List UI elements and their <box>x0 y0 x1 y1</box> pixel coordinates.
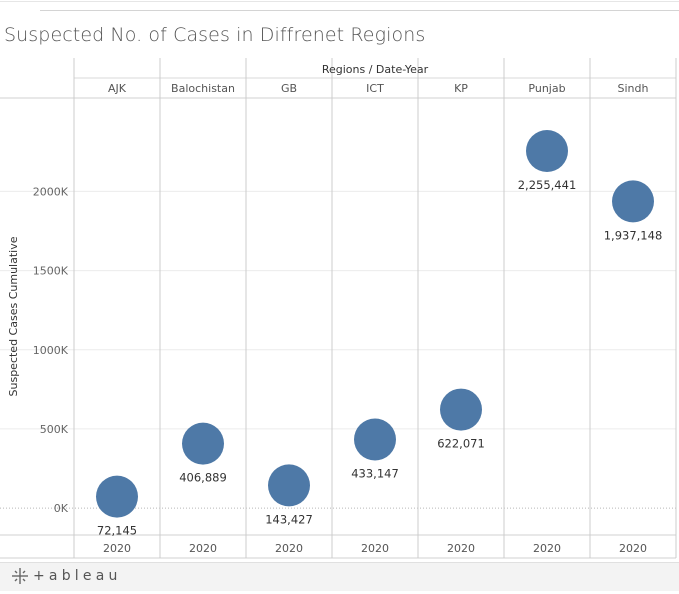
data-label: 72,145 <box>97 524 137 538</box>
y-tick-label: 0K <box>54 502 69 515</box>
data-point-punjab[interactable] <box>526 129 568 172</box>
region-header-kp[interactable]: KP <box>454 82 468 95</box>
y-tick-label: 500K <box>40 423 69 436</box>
tableau-logo[interactable]: +ableau <box>11 567 122 585</box>
data-point-ajk[interactable] <box>96 475 138 518</box>
y-tick-label: 2000K <box>33 185 69 198</box>
chart-area[interactable]: 0K 500K 1000K 1500K 2000K Regions / Date-Year… <box>0 0 679 562</box>
tableau-wordmark: +ableau <box>33 568 122 584</box>
region-header-gb[interactable]: GB <box>281 82 297 95</box>
data-label: 1,937,148 <box>604 228 663 242</box>
chart-title: Suspected No. of Cases in Diffrenet Regi… <box>4 24 426 46</box>
data-point-balochistan[interactable] <box>182 422 224 465</box>
region-header-ajk[interactable]: AJK <box>108 82 127 95</box>
y-tick-label: 1000K <box>33 344 69 357</box>
data-point-sindh[interactable] <box>612 180 654 223</box>
region-header-balochistan[interactable]: Balochistan <box>171 82 235 95</box>
tableau-footer: +ableau <box>0 562 679 591</box>
title-top-rule <box>40 10 679 11</box>
data-point-ict[interactable] <box>354 418 396 461</box>
year-label: 2020 <box>361 542 389 555</box>
data-label: 2,255,441 <box>518 178 577 192</box>
data-label: 406,889 <box>179 471 227 485</box>
data-label: 143,427 <box>265 512 313 526</box>
data-point-gb[interactable] <box>268 464 310 507</box>
year-label: 2020 <box>275 542 303 555</box>
data-label: 622,071 <box>437 437 485 451</box>
year-label: 2020 <box>103 542 131 555</box>
year-label: 2020 <box>447 542 475 555</box>
data-point-kp[interactable] <box>440 388 482 431</box>
top-border <box>0 1 679 2</box>
year-label: 2020 <box>619 542 647 555</box>
region-header-ict[interactable]: ICT <box>366 82 384 95</box>
data-label: 433,147 <box>351 467 399 481</box>
y-axis-label: Suspected Cases Cumulative <box>7 236 20 396</box>
y-tick-label: 1500K <box>33 265 69 278</box>
tableau-cross-icon <box>11 567 29 585</box>
region-header-sindh[interactable]: Sindh <box>618 82 649 95</box>
year-label: 2020 <box>189 542 217 555</box>
region-header-punjab[interactable]: Punjab <box>528 82 565 95</box>
column-header-title: Regions / Date-Year <box>322 63 429 76</box>
year-label: 2020 <box>533 542 561 555</box>
